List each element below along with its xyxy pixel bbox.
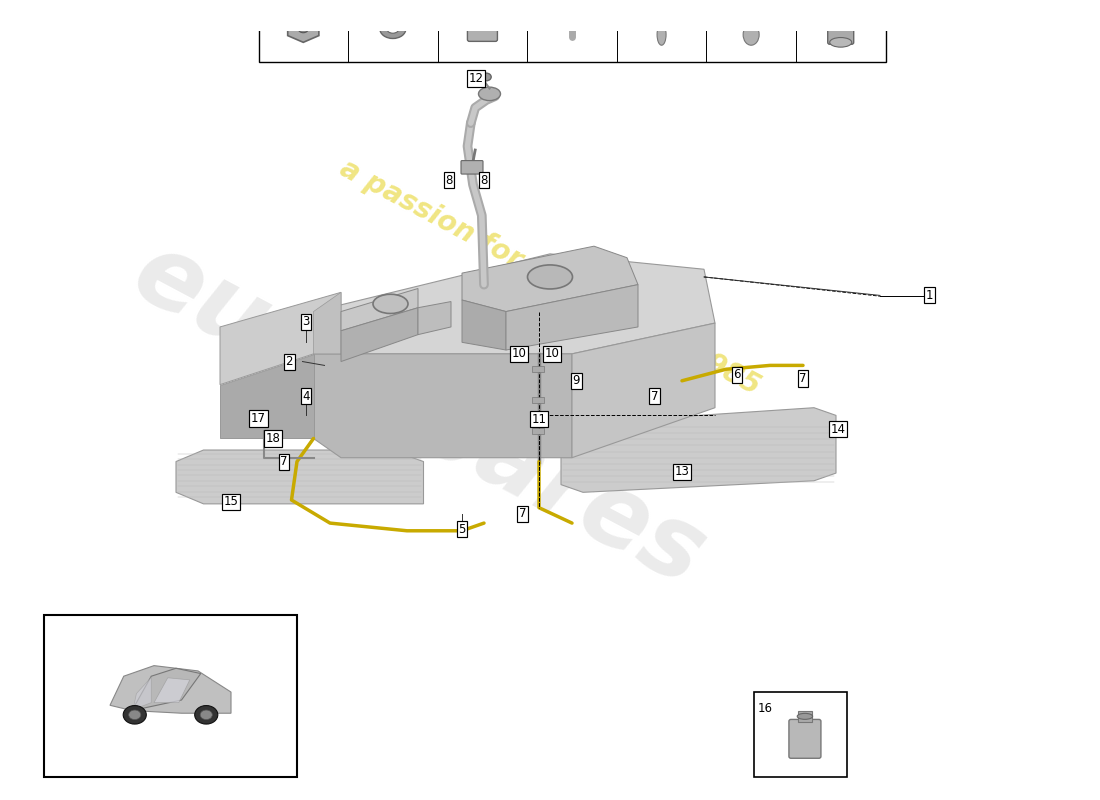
Text: 7: 7 — [800, 372, 806, 385]
Ellipse shape — [373, 294, 408, 314]
Text: 13: 13 — [674, 465, 690, 478]
FancyBboxPatch shape — [468, 22, 497, 42]
Bar — [44, 615, 297, 777]
Text: 3: 3 — [800, 0, 807, 2]
Text: 17: 17 — [251, 412, 266, 425]
Text: 4: 4 — [302, 390, 309, 402]
Bar — [258, 0, 886, 62]
Ellipse shape — [200, 710, 212, 719]
Polygon shape — [314, 292, 341, 354]
Polygon shape — [561, 408, 836, 492]
Polygon shape — [132, 668, 200, 710]
Polygon shape — [220, 292, 341, 385]
Text: 5: 5 — [459, 522, 465, 536]
Ellipse shape — [798, 714, 813, 719]
Bar — [532, 366, 544, 372]
Polygon shape — [418, 302, 451, 334]
Ellipse shape — [481, 73, 492, 81]
Text: 7: 7 — [711, 0, 717, 2]
FancyBboxPatch shape — [827, 11, 854, 44]
Ellipse shape — [657, 24, 667, 46]
Ellipse shape — [195, 706, 218, 724]
Polygon shape — [314, 254, 715, 354]
Ellipse shape — [747, 18, 755, 25]
Text: 9: 9 — [573, 374, 580, 387]
Polygon shape — [572, 323, 715, 458]
Ellipse shape — [379, 19, 406, 38]
Polygon shape — [288, 15, 319, 42]
Text: 14: 14 — [352, 0, 366, 2]
Text: 1: 1 — [926, 289, 933, 302]
Text: 2: 2 — [286, 355, 293, 368]
Bar — [532, 397, 544, 403]
Text: 16: 16 — [758, 702, 772, 715]
Text: 10: 10 — [512, 347, 527, 360]
Text: 7: 7 — [280, 455, 287, 468]
Text: 15: 15 — [223, 495, 239, 508]
Text: 7: 7 — [651, 390, 658, 402]
FancyBboxPatch shape — [789, 719, 821, 758]
Text: 11: 11 — [441, 0, 455, 2]
Text: a passion for parts since 1985: a passion for parts since 1985 — [336, 154, 764, 400]
Text: 6: 6 — [734, 368, 740, 381]
Polygon shape — [462, 246, 638, 311]
Polygon shape — [341, 289, 418, 330]
Bar — [754, 692, 847, 777]
Text: 18: 18 — [265, 432, 280, 445]
Polygon shape — [110, 666, 231, 714]
Ellipse shape — [528, 265, 572, 289]
Ellipse shape — [478, 87, 500, 101]
Polygon shape — [341, 308, 418, 362]
Ellipse shape — [652, 15, 671, 27]
Text: 8: 8 — [620, 0, 628, 2]
Ellipse shape — [387, 25, 399, 34]
Text: 12: 12 — [469, 72, 484, 85]
Ellipse shape — [829, 38, 851, 47]
Polygon shape — [154, 678, 189, 702]
Text: 10: 10 — [531, 0, 546, 2]
Polygon shape — [220, 354, 313, 438]
Text: 7: 7 — [519, 507, 526, 520]
Polygon shape — [133, 678, 152, 710]
Ellipse shape — [129, 710, 141, 719]
Ellipse shape — [470, 15, 495, 33]
Ellipse shape — [298, 25, 308, 33]
Text: 8: 8 — [446, 174, 452, 186]
Text: eurospares: eurospares — [116, 224, 720, 606]
Bar — [532, 428, 544, 434]
Text: 3: 3 — [302, 315, 309, 328]
Text: 18: 18 — [263, 0, 276, 2]
Text: 8: 8 — [481, 174, 487, 186]
Polygon shape — [506, 285, 638, 350]
Text: 14: 14 — [830, 422, 846, 436]
Polygon shape — [462, 300, 506, 350]
Ellipse shape — [744, 24, 759, 46]
Text: 11: 11 — [531, 413, 547, 426]
Text: 10: 10 — [544, 347, 560, 360]
Polygon shape — [176, 450, 424, 504]
Polygon shape — [314, 354, 572, 458]
Ellipse shape — [123, 706, 146, 724]
Bar — [798, 711, 812, 722]
FancyBboxPatch shape — [461, 161, 483, 174]
